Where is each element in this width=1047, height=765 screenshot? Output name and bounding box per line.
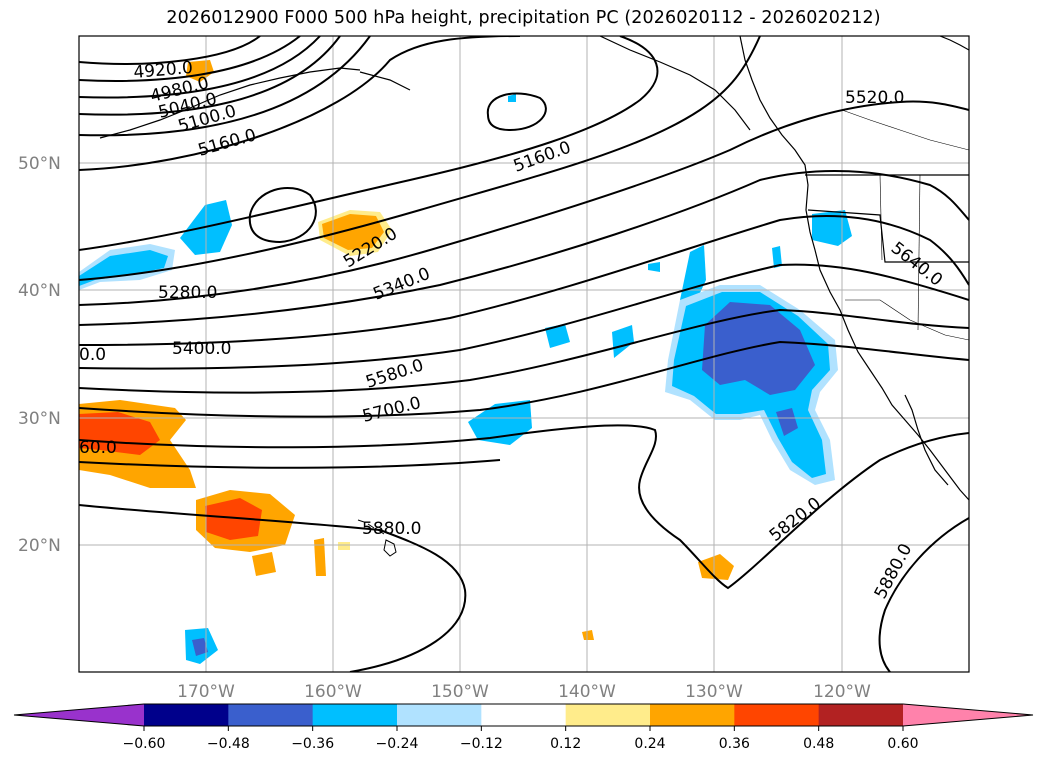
colorbar-tick-label: −0.12	[460, 736, 503, 752]
precip-patch-negative	[545, 324, 570, 348]
contour-label: 5400.0	[172, 339, 231, 359]
precip-patch-negative	[508, 94, 516, 102]
map-frame	[78, 35, 970, 673]
precip-patch-negative	[702, 302, 815, 395]
precip-patch-negative	[192, 638, 208, 656]
contour-label: 5520.0	[845, 88, 904, 108]
contour-label: 5340.0	[370, 264, 433, 305]
contour-label: 5880.0	[362, 519, 421, 539]
colorbar-segment	[397, 704, 482, 726]
precip-shading	[79, 60, 852, 664]
height-contours	[79, 36, 969, 672]
precip-patch-positive	[582, 630, 594, 640]
contour-label: 5160.0	[511, 138, 574, 177]
colorbar-segment	[818, 704, 904, 726]
map-content: 4920.0 4980.0 5040.0 5100.0 5160.0 5160.…	[79, 36, 969, 672]
precip-patch-positive	[205, 498, 262, 540]
lat-label: 50°N	[18, 154, 61, 174]
colorbar-segment	[734, 704, 820, 726]
precip-patch-positive	[252, 552, 276, 576]
contour-label: 5820.0	[766, 494, 825, 546]
colorbar-tick-label: −0.36	[291, 736, 334, 752]
contour-label: 60.0	[79, 438, 117, 458]
contour-label: 5700.0	[360, 393, 423, 427]
precip-patch-positive	[698, 554, 734, 580]
colorbar-segment	[144, 704, 229, 726]
lat-label: 40°N	[18, 281, 61, 301]
colorbar-tick-label: −0.24	[376, 736, 419, 752]
colorbar: −0.60 −0.48 −0.36 −0.24 −0.12 0.12 0.24 0.36 0.4…	[13, 703, 1034, 752]
colorbar-segment	[481, 704, 567, 726]
precip-patch-negative	[772, 246, 782, 268]
colorbar-tick-label: −0.48	[207, 736, 250, 752]
lat-label: 30°N	[18, 409, 61, 429]
colorbar-tick-label: 0.24	[634, 736, 665, 752]
precip-patch-positive	[338, 542, 350, 550]
lon-label: 140°W	[558, 682, 616, 702]
colorbar-segment	[650, 704, 735, 726]
colorbar-tick-label: 0.60	[887, 736, 918, 752]
precip-patch-negative	[776, 408, 798, 436]
colorbar-extend-max	[903, 704, 1033, 726]
lon-label: 160°W	[304, 682, 362, 702]
colorbar-extend-min	[14, 704, 144, 726]
gridlines	[79, 36, 969, 672]
precip-patch-negative	[612, 325, 634, 358]
lon-label: 130°W	[685, 682, 743, 702]
borders	[841, 109, 969, 341]
contour-label: 5160.0	[196, 125, 259, 161]
colorbar-segment	[565, 704, 651, 726]
map-title: 2026012900 F000 500 hPa height, precipit…	[166, 8, 881, 28]
precip-patch-positive	[314, 538, 326, 576]
precip-patch-negative	[648, 262, 660, 272]
longitude-labels: 170°W 160°W 150°W 140°W 130°W 120°W	[177, 682, 871, 702]
colorbar-segment	[228, 704, 314, 726]
latitude-labels: 50°N 40°N 30°N 20°N	[18, 154, 61, 556]
lon-label: 120°W	[813, 682, 871, 702]
lon-label: 150°W	[431, 682, 489, 702]
contour-label: 5280.0	[158, 283, 217, 303]
colorbar-tick-label: −0.60	[123, 736, 166, 752]
precip-patch-positive	[322, 214, 384, 250]
coastlines	[99, 36, 969, 501]
colorbar-segment	[312, 704, 398, 726]
lat-label: 20°N	[18, 536, 61, 556]
colorbar-tick-label: 0.36	[719, 736, 750, 752]
colorbar-tick-label: 0.48	[803, 736, 834, 752]
lon-label: 170°W	[177, 682, 235, 702]
contour-label: 0.0	[79, 345, 106, 365]
colorbar-tick-label: 0.12	[550, 736, 581, 752]
